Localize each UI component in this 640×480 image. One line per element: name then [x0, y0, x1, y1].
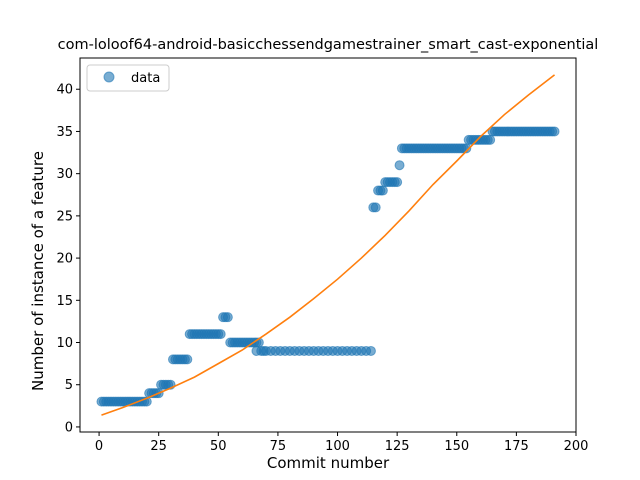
y-tick-label: 10 [56, 336, 73, 351]
y-axis-label: Number of instance of a feature [29, 151, 47, 391]
fit-line [101, 74, 556, 416]
y-tick-label: 30 [56, 167, 73, 182]
legend-label-data: data [131, 71, 160, 86]
y-tick-label: 15 [56, 294, 73, 309]
data-point [485, 134, 496, 145]
x-tick-label: 100 [325, 439, 350, 454]
scatter-series [96, 126, 560, 407]
data-point [182, 354, 193, 365]
y-tick-label: 0 [65, 420, 73, 435]
data-point [215, 329, 226, 340]
x-axis-label: Commit number [267, 454, 390, 472]
y-axis-ticks: 0 5 10 15 20 25 30 35 40 [56, 83, 80, 435]
x-tick-label: 0 [95, 439, 103, 454]
legend: data [86, 64, 170, 92]
chart-title: com-loloof64-android-basicchessendgamest… [58, 37, 599, 53]
x-tick-label: 75 [270, 439, 287, 454]
x-tick-label: 125 [385, 439, 410, 454]
plot-area [79, 57, 577, 433]
x-tick-label: 150 [444, 439, 469, 454]
x-tick-label: 200 [564, 439, 589, 454]
data-point [394, 160, 405, 171]
y-tick-label: 5 [65, 378, 73, 393]
legend-box [86, 64, 170, 92]
axes-frame [79, 57, 577, 433]
data-point [392, 177, 403, 188]
data-point [222, 312, 233, 323]
x-tick-label: 50 [210, 439, 227, 454]
data-point [365, 345, 376, 356]
data-point [377, 185, 388, 196]
y-tick-label: 25 [56, 209, 73, 224]
y-tick-label: 35 [56, 125, 73, 140]
x-tick-label: 25 [150, 439, 167, 454]
data-point [549, 126, 560, 137]
x-tick-label: 175 [504, 439, 529, 454]
y-tick-label: 40 [56, 83, 73, 98]
x-axis-ticks: 0 25 50 75 100 125 150 175 200 [95, 432, 588, 454]
y-tick-label: 20 [56, 252, 73, 267]
data-point [370, 202, 381, 213]
legend-marker-data [103, 71, 115, 83]
